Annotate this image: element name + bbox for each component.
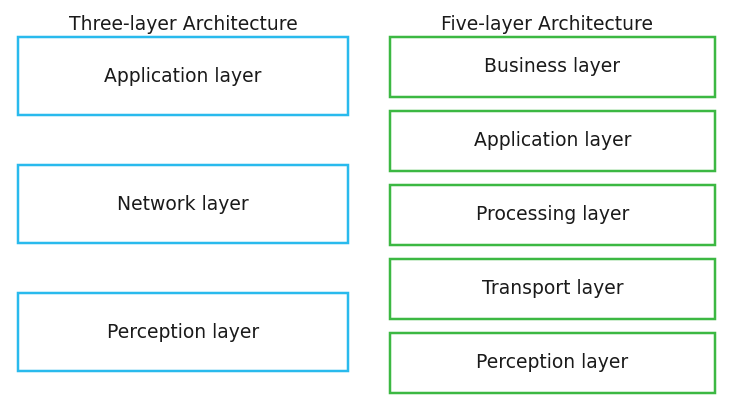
FancyBboxPatch shape (390, 37, 715, 97)
Text: Application layer: Application layer (474, 132, 631, 151)
FancyBboxPatch shape (18, 165, 348, 243)
Text: Three-layer Architecture: Three-layer Architecture (69, 15, 297, 34)
Text: Perception layer: Perception layer (107, 322, 259, 341)
Text: Application layer: Application layer (104, 66, 262, 85)
Text: Network layer: Network layer (117, 194, 249, 213)
FancyBboxPatch shape (390, 333, 715, 393)
Text: Transport layer: Transport layer (482, 279, 623, 298)
Text: Business layer: Business layer (485, 58, 620, 77)
Text: Processing layer: Processing layer (476, 205, 629, 224)
Text: Perception layer: Perception layer (477, 354, 629, 373)
FancyBboxPatch shape (18, 37, 348, 115)
Text: Five-layer Architecture: Five-layer Architecture (441, 15, 653, 34)
FancyBboxPatch shape (390, 259, 715, 319)
FancyBboxPatch shape (18, 293, 348, 371)
FancyBboxPatch shape (390, 185, 715, 245)
FancyBboxPatch shape (390, 111, 715, 171)
